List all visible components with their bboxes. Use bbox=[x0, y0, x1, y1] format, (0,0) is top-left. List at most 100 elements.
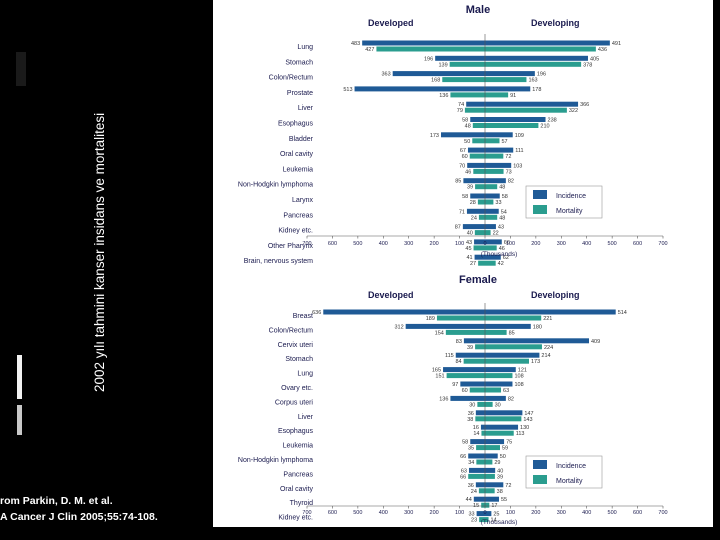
female-x-axis-label: (Thousands) bbox=[481, 519, 518, 526]
female-legend-label-mortality: Mortality bbox=[556, 478, 583, 485]
female-tick-label: 300 bbox=[557, 510, 566, 516]
female-bar-developing-mortality bbox=[485, 488, 495, 494]
male-bar-developed-mortality bbox=[464, 107, 485, 113]
female-bar-developing-mortality bbox=[485, 329, 507, 335]
female-value-label: 130 bbox=[520, 425, 529, 431]
female-value-label: 14 bbox=[473, 431, 479, 437]
male-value-label: 62 bbox=[503, 255, 509, 261]
female-tick-label: 700 bbox=[658, 510, 667, 516]
female-value-label: 82 bbox=[508, 396, 514, 402]
female-value-label: 154 bbox=[435, 330, 444, 336]
female-bar-developed-incidence bbox=[476, 511, 485, 517]
female-bar-developed-incidence bbox=[473, 496, 485, 502]
male-bar-developed-incidence bbox=[441, 132, 485, 138]
female-bar-developing-incidence bbox=[485, 467, 496, 473]
citation: rom Parkin, D. M. et al. A Cancer J Clin… bbox=[0, 493, 158, 525]
male-bar-developing-mortality bbox=[485, 199, 494, 205]
female-tick-label: 100 bbox=[506, 510, 515, 516]
female-bar-developed-mortality bbox=[468, 473, 485, 479]
female-category-label: Stomach bbox=[285, 356, 313, 363]
male-tick-label: 400 bbox=[379, 241, 388, 247]
male-tick-label: 100 bbox=[455, 241, 464, 247]
female-value-label: 173 bbox=[531, 359, 540, 365]
female-bar-developed-incidence bbox=[323, 309, 485, 315]
male-value-label: 436 bbox=[598, 47, 607, 53]
male-value-label: 196 bbox=[424, 56, 433, 62]
male-value-label: 66 bbox=[504, 240, 510, 246]
male-bar-developing-mortality bbox=[485, 123, 539, 128]
female-value-label: 59 bbox=[502, 446, 508, 452]
male-bar-developed-mortality bbox=[472, 123, 485, 128]
male-x-axis-label: (Thousands) bbox=[481, 251, 518, 258]
male-value-label: 48 bbox=[465, 124, 471, 130]
male-legend-label-incidence: Incidence bbox=[556, 193, 586, 200]
female-value-label: 30 bbox=[469, 402, 475, 408]
female-bar-developing-incidence bbox=[485, 395, 506, 401]
male-bar-developed-incidence bbox=[462, 224, 485, 230]
male-bar-developed-incidence bbox=[466, 208, 485, 214]
male-value-label: 173 bbox=[430, 133, 439, 139]
male-category-label: Stomach bbox=[285, 59, 313, 66]
male-bar-developing-mortality bbox=[485, 184, 498, 190]
female-value-label: 409 bbox=[591, 339, 600, 345]
female-value-label: 40 bbox=[497, 468, 503, 474]
male-bar-developing-incidence bbox=[485, 86, 531, 92]
female-value-label: 63 bbox=[503, 388, 509, 394]
male-value-label: 70 bbox=[459, 163, 465, 169]
male-value-label: 139 bbox=[438, 62, 447, 68]
female-value-label: 38 bbox=[467, 417, 473, 423]
male-value-label: 79 bbox=[457, 108, 463, 114]
male-value-label: 46 bbox=[465, 169, 471, 175]
male-legend-box bbox=[525, 185, 603, 219]
female-bar-developing-incidence bbox=[485, 511, 492, 517]
female-value-label: 39 bbox=[497, 474, 503, 480]
male-value-label: 28 bbox=[470, 200, 476, 206]
female-value-label: 115 bbox=[445, 353, 454, 359]
male-tick-label: 600 bbox=[633, 241, 642, 247]
male-value-label: 58 bbox=[462, 194, 468, 200]
male-tick-label: 0 bbox=[483, 241, 486, 247]
male-value-label: 48 bbox=[499, 215, 505, 221]
female-bar-developed-mortality bbox=[477, 401, 485, 407]
male-bar-developing-mortality bbox=[485, 92, 509, 98]
female-value-label: 189 bbox=[426, 316, 435, 322]
female-value-label: 63 bbox=[461, 468, 467, 474]
male-tick-label: 100 bbox=[506, 241, 515, 247]
male-value-label: 67 bbox=[460, 148, 466, 154]
female-bar-developed-incidence bbox=[455, 352, 485, 358]
male-bar-developing-mortality bbox=[485, 77, 527, 83]
female-value-label: 143 bbox=[523, 417, 532, 423]
male-category-label: Prostate bbox=[287, 90, 313, 97]
female-category-label: Kidney etc. bbox=[278, 515, 313, 522]
male-value-label: 210 bbox=[540, 124, 549, 130]
male-value-label: 82 bbox=[508, 179, 514, 185]
male-value-label: 73 bbox=[506, 169, 512, 175]
female-value-label: 66 bbox=[460, 474, 466, 480]
male-tick-label: 400 bbox=[582, 241, 591, 247]
male-value-label: 60 bbox=[462, 154, 468, 160]
male-bar-developed-incidence bbox=[466, 101, 485, 107]
female-bar-developed-incidence bbox=[405, 323, 485, 329]
male-bar-developed-incidence bbox=[392, 71, 485, 77]
male-bar-developed-mortality bbox=[376, 46, 485, 52]
female-value-label: 151 bbox=[435, 374, 444, 380]
male-value-label: 24 bbox=[471, 215, 477, 221]
female-developing-label: Developing bbox=[531, 290, 580, 300]
female-bar-developed-incidence bbox=[460, 381, 485, 387]
female-bar-developing-incidence bbox=[485, 338, 590, 344]
male-tick-label: 300 bbox=[404, 241, 413, 247]
male-value-label: 27 bbox=[470, 261, 476, 267]
female-tick-label: 500 bbox=[353, 510, 362, 516]
male-value-label: 54 bbox=[501, 209, 507, 215]
male-category-label: Oral cavity bbox=[280, 151, 314, 158]
male-value-label: 513 bbox=[343, 87, 352, 93]
female-value-label: 34 bbox=[468, 460, 474, 466]
female-category-label: Ovary etc. bbox=[281, 385, 313, 392]
female-value-label: 16 bbox=[473, 425, 479, 431]
female-value-label: 636 bbox=[312, 310, 321, 316]
female-value-label: 36 bbox=[468, 411, 474, 417]
male-value-label: 427 bbox=[365, 47, 374, 53]
female-category-label: Thyroid bbox=[290, 500, 313, 507]
male-bar-developed-mortality bbox=[472, 138, 485, 144]
male-value-label: 42 bbox=[498, 261, 504, 267]
